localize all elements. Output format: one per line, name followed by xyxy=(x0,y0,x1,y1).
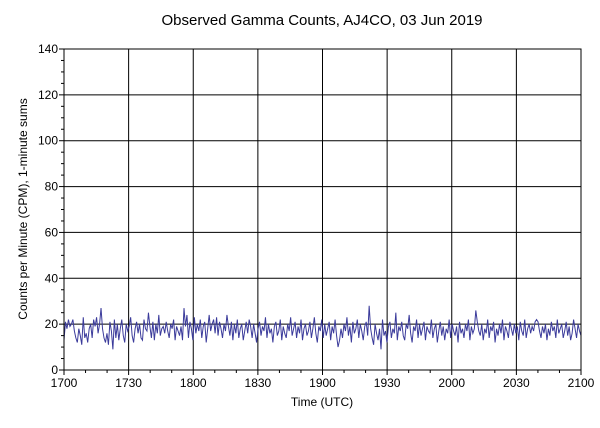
y-tick-label: 0 xyxy=(51,363,58,377)
x-tick-label: 1930 xyxy=(374,376,401,390)
y-axis: 0 20 40 60 80 100 120 140 xyxy=(38,42,64,377)
x-tick-label: 1730 xyxy=(115,376,142,390)
y-tick-label: 20 xyxy=(45,317,59,331)
y-tick-label: 120 xyxy=(38,88,58,102)
y-axis-label: Counts per Minute (CPM), 1-minute sums xyxy=(16,98,30,319)
series-line xyxy=(63,305,582,350)
x-tick-label: 1900 xyxy=(309,376,336,390)
chart-title: Observed Gamma Counts, AJ4CO, 03 Jun 201… xyxy=(162,12,483,29)
x-tick-label: 1800 xyxy=(180,376,207,390)
x-tick-label: 2000 xyxy=(438,376,465,390)
x-axis-label: Time (UTC) xyxy=(291,395,353,409)
y-tick-label: 60 xyxy=(45,225,59,239)
x-tick-label: 2030 xyxy=(503,376,530,390)
x-axis: 1700 1730 1800 1830 1900 1930 2000 2030 2100 xyxy=(51,370,595,390)
x-tick-label: 1700 xyxy=(51,376,78,390)
grid xyxy=(64,49,581,370)
y-tick-label: 40 xyxy=(45,271,59,285)
x-tick-label: 1830 xyxy=(245,376,272,390)
y-tick-label: 80 xyxy=(45,180,59,194)
plot-frame xyxy=(63,48,582,371)
y-tick-label: 140 xyxy=(38,42,58,56)
x-tick-label: 2100 xyxy=(568,376,595,390)
y-tick-label: 100 xyxy=(38,134,58,148)
